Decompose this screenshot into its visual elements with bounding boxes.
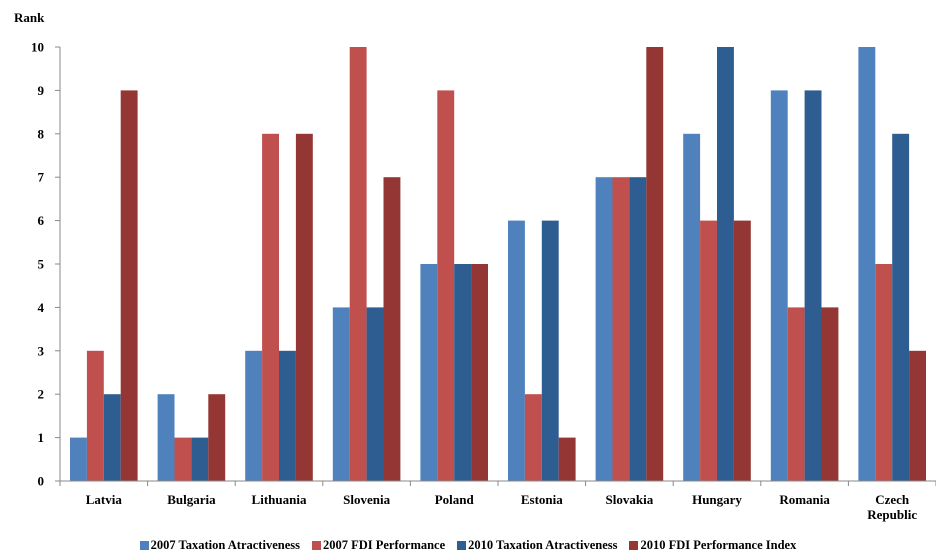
legend-swatch [311, 541, 321, 550]
y-tick-label: 0 [38, 474, 45, 489]
legend-item: 2007 FDI Performance [311, 538, 446, 553]
legend-item: 2010 FDI Performance Index [629, 538, 796, 553]
bar [471, 264, 488, 481]
bar [717, 47, 734, 481]
y-tick-label: 2 [38, 387, 45, 402]
x-tick-label: Estonia [521, 492, 563, 507]
x-tick-label: Poland [435, 492, 475, 507]
bar [174, 437, 192, 481]
y-axis-ticks: 0 1 2 3 4 5 6 7 8 9 10 [31, 40, 61, 489]
bar [770, 90, 788, 482]
legend-item: 2007 Taxation Atractiveness [139, 538, 300, 553]
bar [420, 264, 438, 481]
bar [208, 394, 226, 481]
bar [909, 350, 926, 481]
bar [612, 177, 630, 481]
y-tick-label: 1 [38, 430, 45, 445]
legend-swatch [629, 541, 639, 550]
legend: 2007 Taxation Atractiveness 2007 FDI Perf… [0, 538, 936, 553]
legend-label: 2007 FDI Performance [322, 538, 446, 552]
y-tick-label: 5 [38, 257, 45, 272]
bar [508, 220, 525, 481]
y-tick-label: 4 [38, 300, 45, 315]
bar [103, 394, 121, 481]
legend-swatch [457, 541, 467, 550]
bar [821, 307, 839, 481]
x-tick-label: Romania [779, 492, 830, 507]
bar [366, 307, 384, 481]
legend-item: 2010 Taxation Atractiveness [457, 538, 617, 553]
bar [700, 220, 717, 481]
x-tick-label: Hungary [692, 492, 742, 507]
x-tick-label: Slovenia [343, 492, 390, 507]
bar [454, 264, 472, 481]
bar [733, 220, 751, 481]
legend-swatch [139, 541, 149, 550]
bar [157, 394, 175, 481]
bar [295, 133, 313, 482]
bar [541, 220, 559, 481]
bar [524, 394, 542, 481]
bar [279, 350, 296, 481]
bar [437, 90, 455, 482]
bars [70, 47, 926, 482]
bar [858, 47, 876, 481]
x-tick-label: Bulgaria [167, 492, 216, 507]
y-tick-label: 3 [38, 343, 45, 358]
bar [646, 47, 664, 481]
bar [191, 437, 209, 481]
bar [892, 133, 910, 482]
bar [875, 264, 893, 481]
x-tick-label: Slovakia [606, 492, 654, 507]
legend-label: 2010 FDI Performance Index [640, 538, 797, 552]
bar [120, 90, 138, 482]
bar [332, 307, 350, 481]
legend-label: 2007 Taxation Atractiveness [150, 538, 300, 552]
bar [70, 437, 87, 481]
bar [86, 350, 104, 481]
bar [245, 350, 263, 481]
bar [383, 177, 401, 481]
bar [683, 133, 701, 482]
x-axis-categories: Latvia Bulgaria Lithuania Slovenia Poland Est… [59, 481, 936, 522]
y-axis-label: Rank [14, 10, 45, 25]
bar [595, 177, 613, 481]
bar [629, 177, 647, 481]
x-tick-label: Latvia [86, 492, 123, 507]
legend-label: 2010 Taxation Atractiveness [468, 538, 618, 552]
x-tick-label: Lithuania [252, 492, 307, 507]
bar [349, 47, 367, 481]
y-tick-label: 7 [38, 170, 45, 185]
x-tick-label: Czech Republic [867, 492, 917, 522]
y-tick-label: 8 [38, 126, 45, 141]
bar-chart: Rank 0 1 2 3 4 5 6 7 8 9 10 Latvia Bulgaria Lithuani… [14, 10, 936, 522]
y-tick-label: 10 [31, 40, 44, 55]
bar [558, 437, 576, 481]
y-tick-label: 9 [38, 83, 45, 98]
bar [787, 307, 805, 481]
bar [262, 133, 279, 482]
y-tick-label: 6 [38, 213, 45, 228]
bar [804, 90, 822, 482]
